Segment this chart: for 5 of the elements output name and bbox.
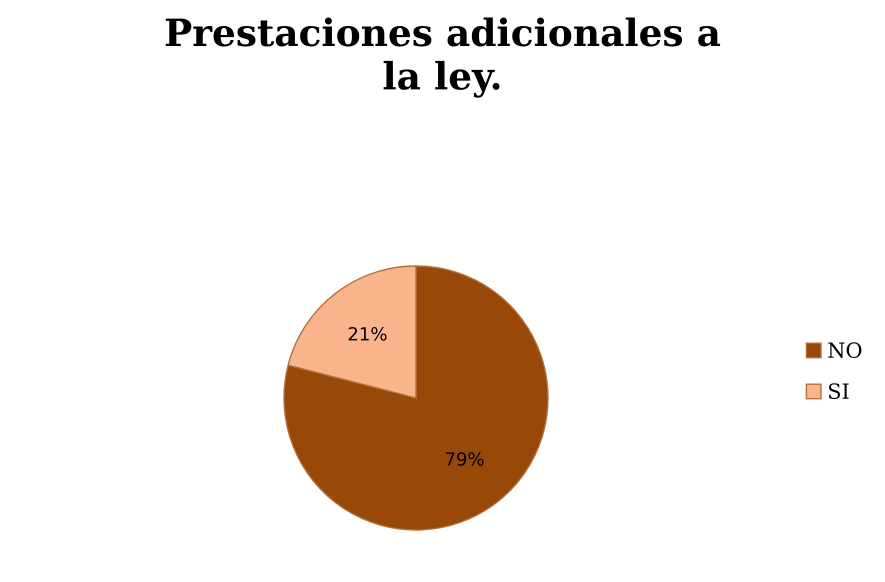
legend-label: SI [828, 383, 849, 400]
chart-title: Prestaciones adicionales a la ley. [166, 17, 720, 98]
data-label: 79% [446, 452, 484, 466]
data-label: 21% [348, 327, 387, 341]
legend-label: NO [828, 342, 862, 358]
